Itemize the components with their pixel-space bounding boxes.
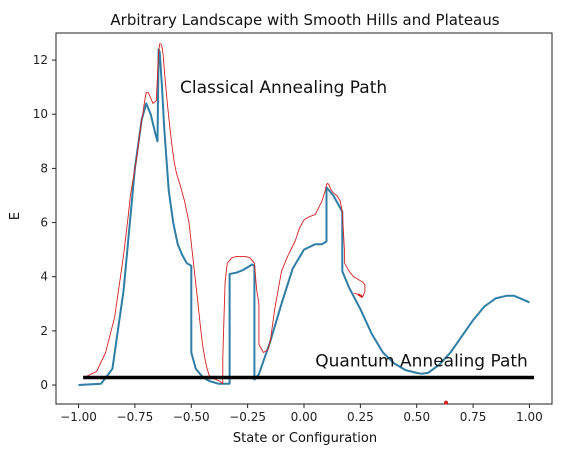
x-tick-label: 0.50 (403, 410, 430, 424)
classical-path-end (357, 293, 364, 298)
y-tick-label: 2 (40, 324, 48, 338)
annotation-classical: Classical Annealing Path (180, 78, 387, 98)
landscape-line (78, 48, 530, 386)
x-tick-label: −0.75 (117, 410, 154, 424)
y-axis: 0 2 4 6 8 10 12 (33, 53, 56, 392)
plot-area: Classical Annealing Path Quantum Annealin… (55, 32, 553, 405)
x-tick-label: 1.00 (516, 410, 543, 424)
classical-annealing-line (85, 43, 366, 385)
y-tick-label: 10 (33, 107, 48, 121)
x-tick-label: −1.00 (60, 410, 97, 424)
y-tick-label: 4 (40, 270, 48, 284)
y-axis-label: E (8, 212, 23, 220)
x-tick-label: 0.25 (347, 410, 374, 424)
x-axis-label: State or Configuration (233, 431, 377, 446)
red-marker (444, 400, 449, 405)
x-tick-label: −0.50 (173, 410, 210, 424)
x-axis: −1.00 −0.75 −0.50 −0.25 0.00 0.25 0.50 0.75 1.00 (60, 404, 543, 424)
x-tick-label: 0.75 (460, 410, 487, 424)
y-tick-label: 8 (40, 161, 48, 175)
x-tick-label: 0.00 (291, 410, 318, 424)
x-tick-label: −0.25 (229, 410, 266, 424)
y-tick-label: 6 (40, 216, 48, 230)
chart-title: Arbitrary Landscape with Smooth Hills an… (110, 11, 499, 29)
annotation-quantum: Quantum Annealing Path (315, 352, 528, 372)
y-tick-label: 12 (33, 53, 48, 67)
y-tick-label: 0 (40, 378, 48, 392)
